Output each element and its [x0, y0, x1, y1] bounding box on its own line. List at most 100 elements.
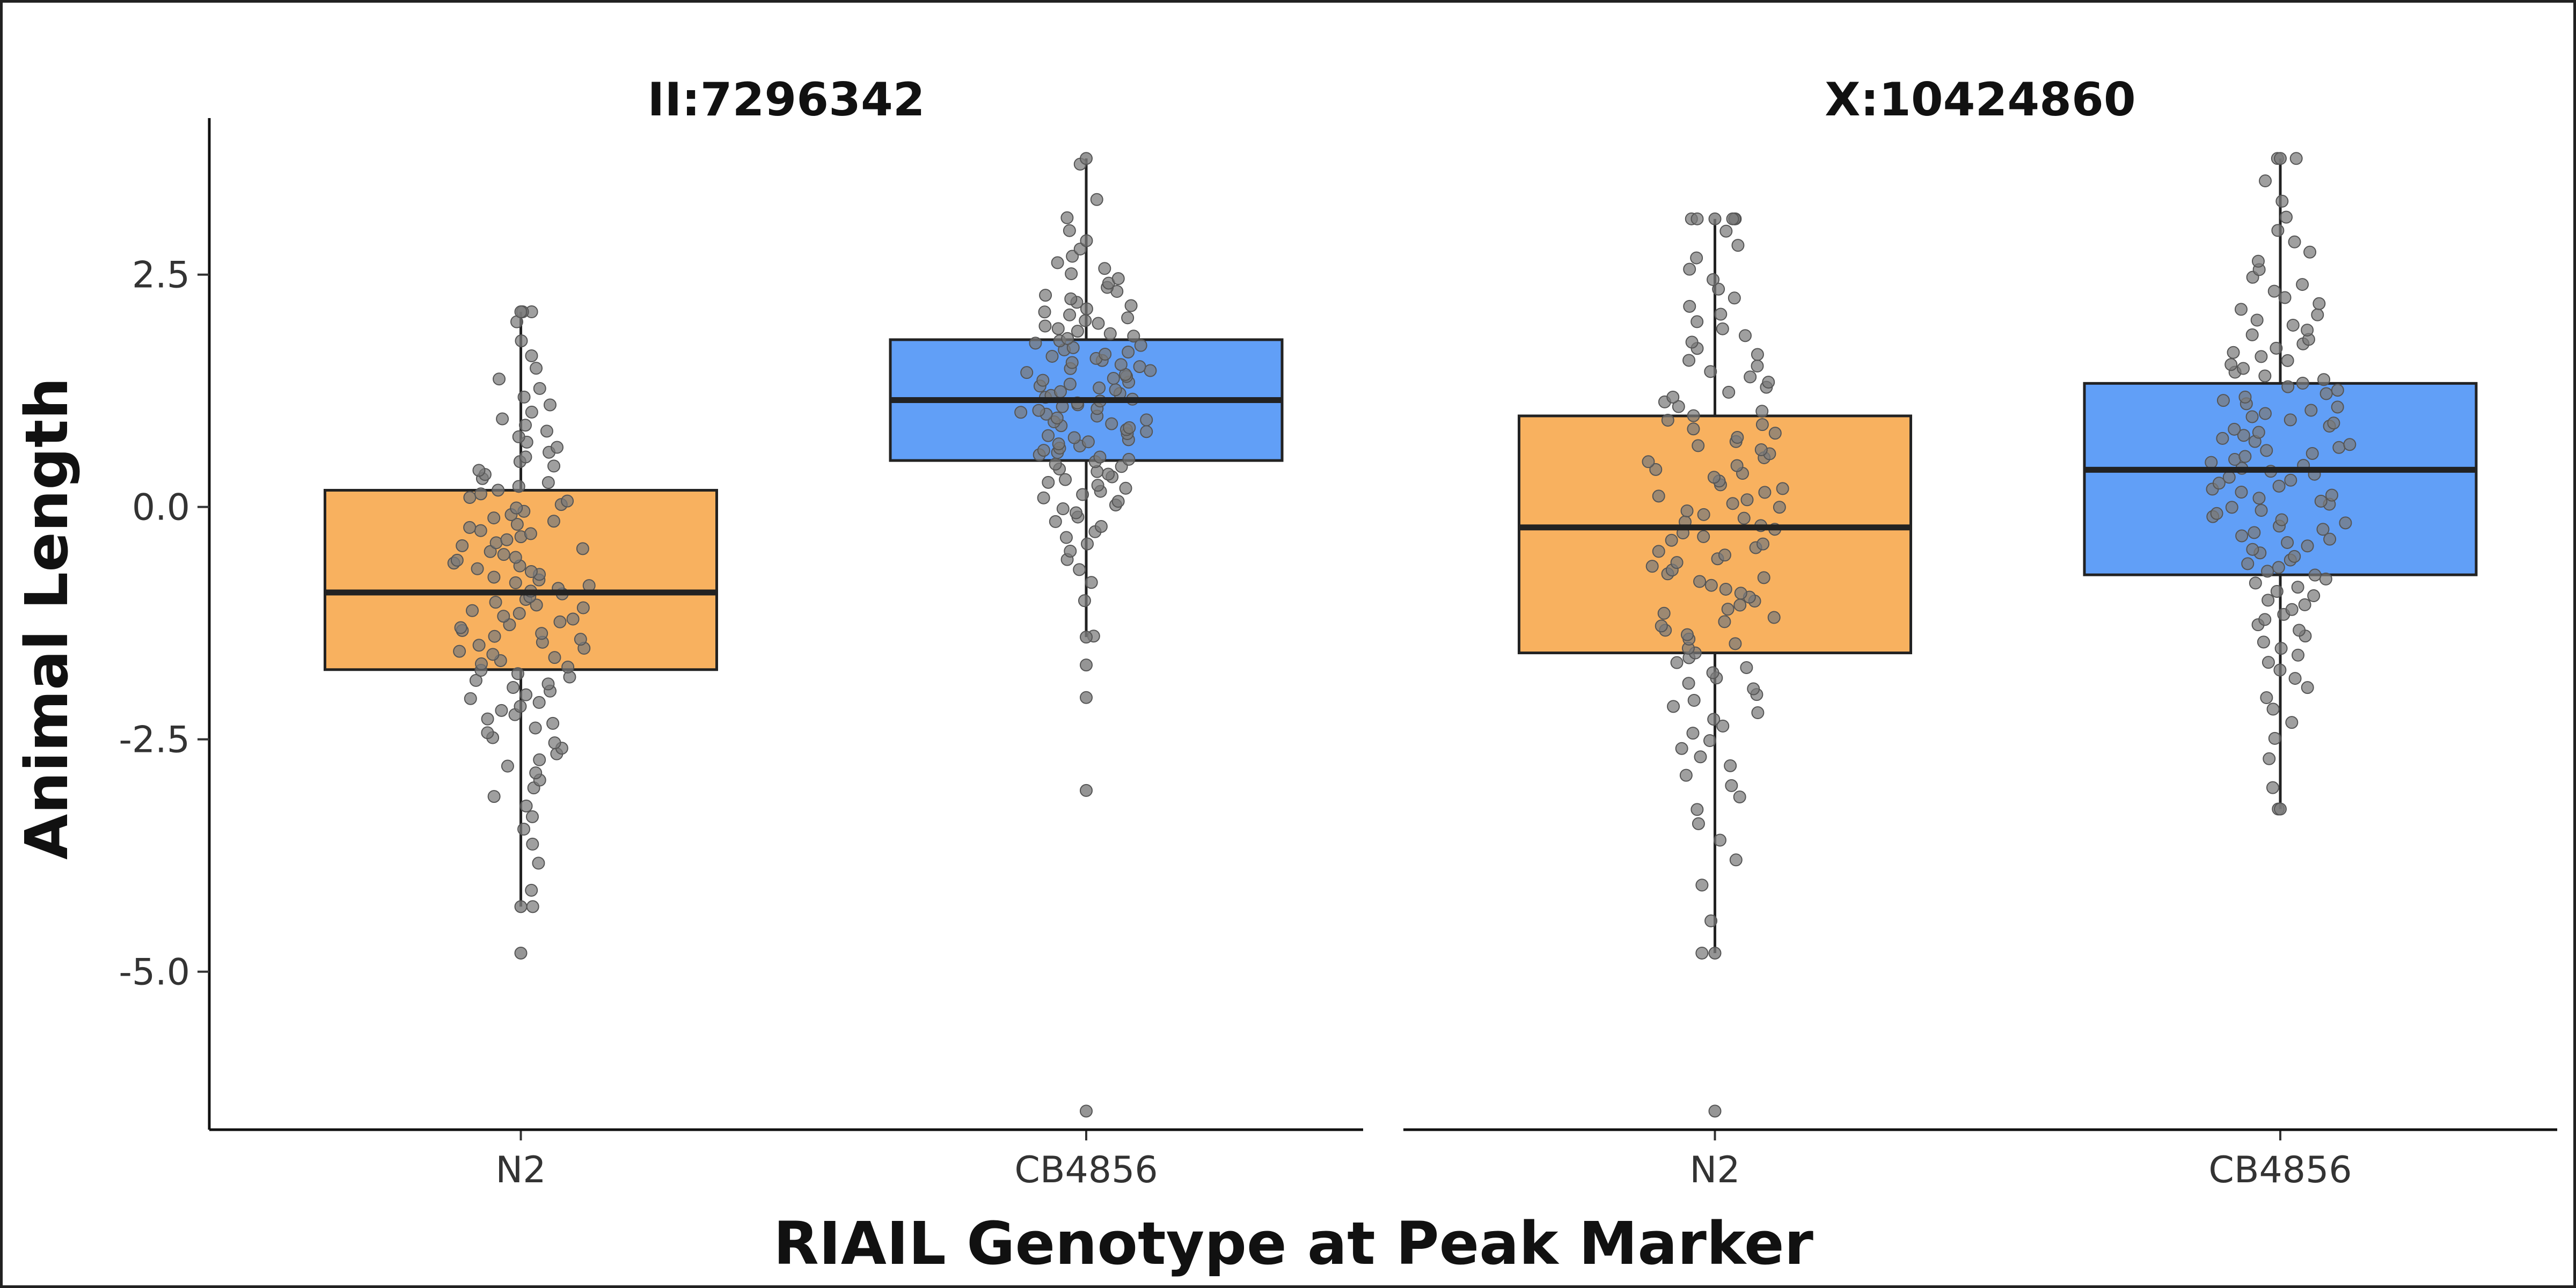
data-point	[1695, 879, 1709, 892]
data-point	[487, 570, 501, 584]
data-point	[1037, 491, 1050, 504]
data-point	[1672, 400, 1685, 413]
x-axis-title: RIAIL Genotype at Peak Marker	[773, 1209, 1813, 1278]
data-point	[525, 810, 539, 823]
data-point	[2249, 576, 2262, 590]
data-point	[463, 521, 477, 534]
data-point	[487, 511, 501, 525]
outlier-point	[2274, 152, 2287, 165]
data-point	[1657, 606, 1671, 620]
data-point	[1090, 193, 1103, 206]
data-point	[1063, 224, 1076, 237]
data-point	[484, 545, 497, 558]
data-point	[1091, 479, 1104, 492]
data-point	[2263, 752, 2276, 765]
data-point	[2250, 313, 2264, 327]
points-group	[1014, 152, 1157, 1118]
data-point	[2258, 369, 2272, 383]
data-point	[463, 491, 477, 504]
data-point	[2288, 550, 2301, 563]
data-point	[513, 606, 526, 620]
data-point	[2323, 532, 2337, 546]
data-point	[496, 412, 509, 426]
data-point	[2311, 308, 2324, 321]
data-point	[2273, 663, 2287, 677]
data-point	[1744, 370, 1757, 384]
data-point	[1707, 713, 1721, 726]
data-point	[1737, 511, 1751, 525]
data-point	[2319, 572, 2332, 586]
data-point	[2266, 702, 2280, 716]
data-point	[1706, 666, 1719, 679]
data-point	[1045, 349, 1059, 363]
data-point	[2288, 235, 2301, 248]
data-point	[1649, 463, 1663, 476]
data-point	[1751, 360, 1764, 373]
data-point	[1762, 376, 1775, 389]
data-point	[1776, 482, 1789, 495]
box-n2	[1518, 212, 1912, 1118]
data-point	[519, 799, 533, 813]
data-point	[2212, 477, 2226, 490]
data-point	[511, 667, 524, 680]
panels: II:7296342 N2 CB4856 X:10424860 N2 CB4856	[324, 73, 2478, 1191]
data-point	[1670, 656, 1684, 669]
data-point	[2222, 471, 2236, 484]
data-point	[1751, 348, 1764, 361]
data-point	[2262, 594, 2275, 607]
data-point	[2270, 341, 2283, 355]
data-point	[530, 362, 543, 375]
data-point	[2274, 642, 2288, 655]
x-tick-label: CB4856	[1014, 1149, 1158, 1191]
data-point	[524, 527, 537, 540]
data-point	[1052, 437, 1065, 451]
data-point	[2285, 716, 2299, 729]
data-point	[2261, 565, 2274, 578]
data-point	[472, 639, 486, 652]
data-point	[481, 726, 494, 740]
data-point	[2301, 539, 2314, 553]
data-point	[2227, 346, 2240, 359]
data-point	[1645, 560, 1659, 573]
data-point	[525, 405, 538, 419]
data-point	[1733, 790, 1746, 803]
data-point	[1666, 390, 1680, 404]
outlier-point	[514, 305, 528, 318]
data-point	[2319, 387, 2333, 400]
data-point	[1042, 429, 1055, 442]
data-point	[1740, 493, 1754, 507]
data-point	[474, 524, 487, 537]
data-point	[2280, 210, 2293, 224]
data-point	[2272, 561, 2285, 574]
data-point	[1119, 481, 1132, 495]
data-point	[530, 598, 543, 612]
data-point	[2262, 656, 2275, 669]
data-point	[1123, 421, 1136, 434]
data-point	[1686, 727, 1700, 740]
data-point	[1066, 250, 1079, 263]
data-point	[450, 553, 464, 567]
data-point	[2235, 486, 2248, 499]
data-point	[1029, 336, 1042, 350]
data-point	[1032, 404, 1045, 417]
data-point	[519, 688, 533, 701]
data-point	[2307, 589, 2321, 603]
data-point	[519, 450, 532, 464]
data-point	[1707, 471, 1721, 484]
data-point	[1703, 734, 1716, 748]
outlier-point	[1708, 946, 1722, 960]
data-point	[524, 565, 538, 579]
data-point	[2301, 324, 2314, 337]
data-point	[2246, 543, 2259, 556]
data-point	[543, 398, 557, 412]
data-point	[1719, 582, 1732, 596]
data-point	[1051, 322, 1065, 335]
data-point	[474, 657, 488, 670]
data-point	[2255, 350, 2268, 363]
data-point	[1081, 435, 1095, 449]
data-point	[1707, 273, 1720, 286]
data-point	[1716, 322, 1729, 335]
data-point	[472, 464, 486, 477]
data-point	[1695, 946, 1709, 960]
data-point	[2266, 781, 2279, 794]
